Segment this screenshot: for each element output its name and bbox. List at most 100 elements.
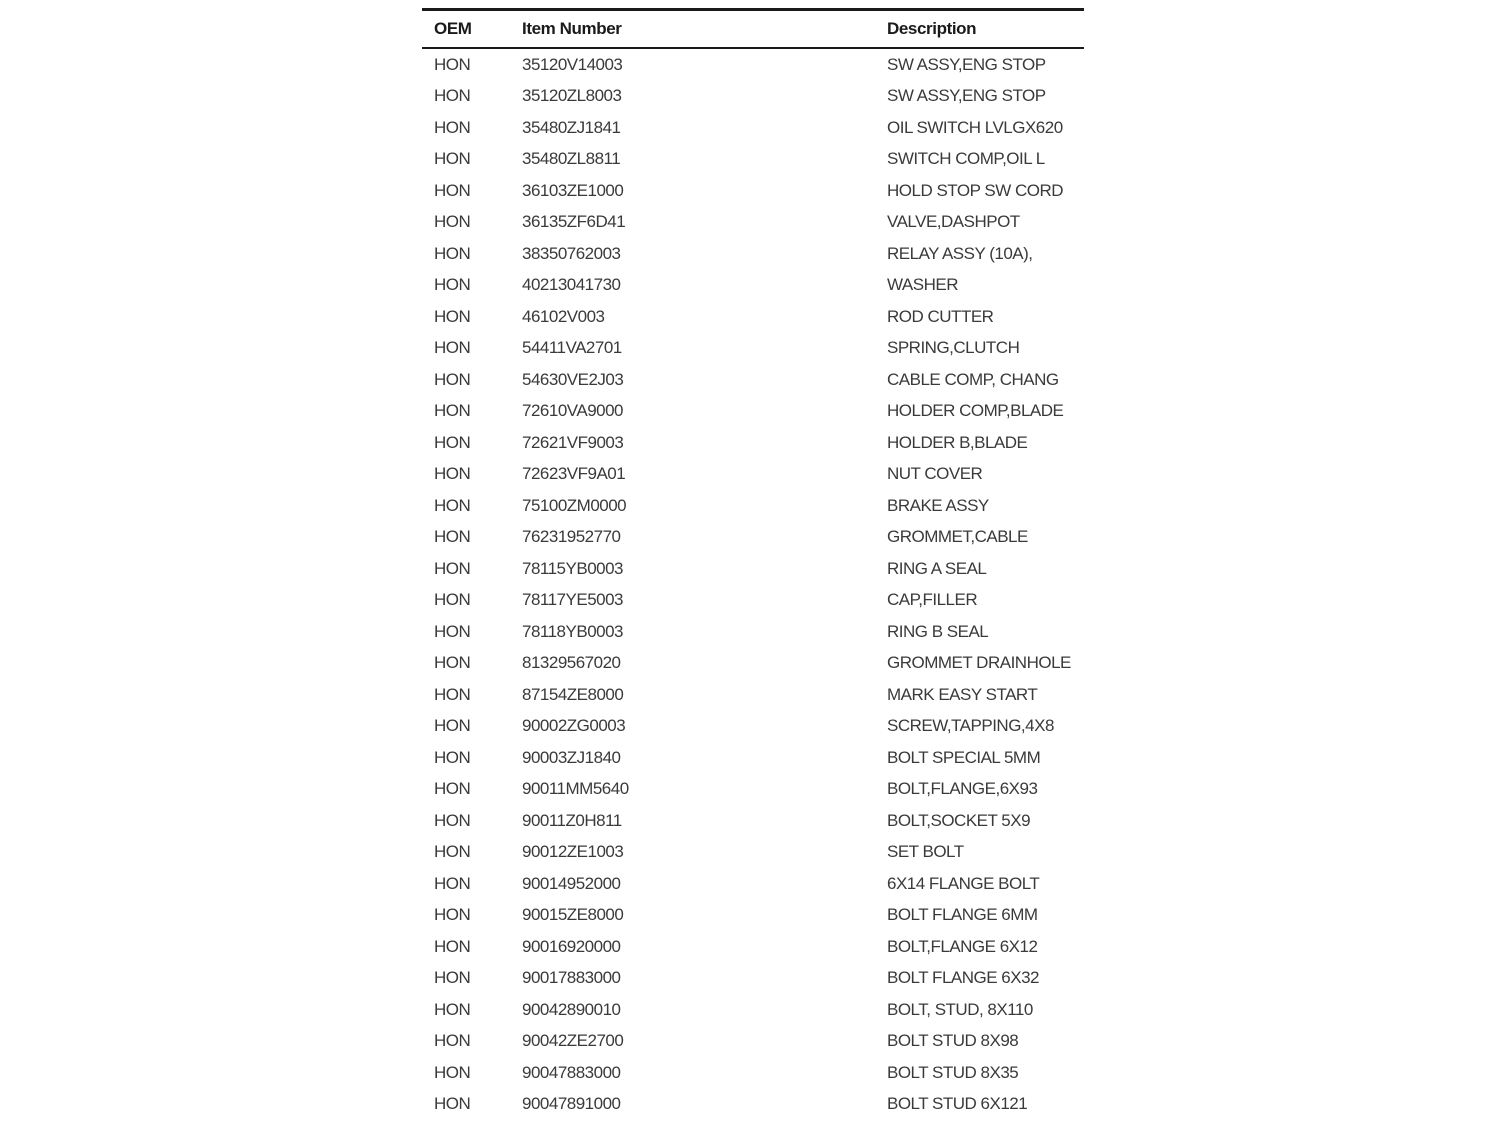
table-row: HON 46102V003 ROD CUTTER — [422, 301, 1084, 333]
table-row: HON 90011Z0H811 BOLT,SOCKET 5X9 — [422, 805, 1084, 837]
description-cell: BOLT SPECIAL 5MM — [887, 747, 1041, 767]
oem-cell: HON — [434, 212, 471, 232]
description-cell: GROMMET,CABLE — [887, 527, 1028, 547]
table-row: HON 38350762003 RELAY ASSY (10A), — [422, 238, 1084, 270]
item-number-cell: 87154ZE8000 — [522, 684, 624, 704]
item-number-cell: 36103ZE1000 — [522, 180, 624, 200]
description-cell: BOLT STUD 8X35 — [887, 1062, 1019, 1082]
header-oem: OEM — [434, 19, 472, 38]
header-item-number: Item Number — [522, 19, 622, 38]
item-number-cell: 35480ZJ1841 — [522, 117, 621, 137]
description-cell: BOLT STUD 8X98 — [887, 1031, 1019, 1051]
description-cell: GROMMET DRAINHOLE — [887, 653, 1071, 673]
oem-cell: HON — [434, 1031, 471, 1051]
table-row: HON 90042ZE2700 BOLT STUD 8X98 — [422, 1026, 1084, 1058]
description-cell: RING A SEAL — [887, 558, 987, 578]
oem-cell: HON — [434, 873, 471, 893]
table-row: HON 35120ZL8003 SW ASSY,ENG STOP — [422, 81, 1084, 113]
description-cell: BOLT,FLANGE,6X93 — [887, 779, 1038, 799]
oem-cell: HON — [434, 968, 471, 988]
oem-cell: HON — [434, 621, 471, 641]
oem-cell: HON — [434, 558, 471, 578]
oem-cell: HON — [434, 86, 471, 106]
item-number-cell: 78117YE5003 — [522, 590, 624, 610]
table-row: HON 90014952000 6X14 FLANGE BOLT — [422, 868, 1084, 900]
table-row: HON 81329567020 GROMMET DRAINHOLE — [422, 648, 1084, 680]
oem-cell: HON — [434, 117, 471, 137]
description-cell: VALVE,DASHPOT — [887, 212, 1020, 232]
item-number-cell: 90016920000 — [522, 936, 621, 956]
description-cell: BOLT,FLANGE 6X12 — [887, 936, 1038, 956]
item-number-cell: 90002ZG0003 — [522, 716, 626, 736]
item-number-cell: 90012ZE1003 — [522, 842, 624, 862]
parts-table: OEM Item Number Description HON 35120V140… — [422, 8, 1084, 1120]
item-number-cell: 90042ZE2700 — [522, 1031, 624, 1051]
description-cell: SCREW,TAPPING,4X8 — [887, 716, 1054, 736]
description-cell: CAP,FILLER — [887, 590, 978, 610]
description-cell: SWITCH COMP,OIL L — [887, 149, 1045, 169]
oem-cell: HON — [434, 936, 471, 956]
table-row: HON 36135ZF6D41 VALVE,DASHPOT — [422, 207, 1084, 239]
table-row: HON 90003ZJ1840 BOLT SPECIAL 5MM — [422, 742, 1084, 774]
item-number-cell: 90015ZE8000 — [522, 905, 624, 925]
oem-cell: HON — [434, 243, 471, 263]
description-cell: MARK EASY START — [887, 684, 1038, 704]
table-row: HON 72621VF9003 HOLDER B,BLADE — [422, 427, 1084, 459]
oem-cell: HON — [434, 306, 471, 326]
table-row: HON 87154ZE8000 MARK EASY START — [422, 679, 1084, 711]
oem-cell: HON — [434, 149, 471, 169]
item-number-cell: 40213041730 — [522, 275, 621, 295]
table-row: HON 78117YE5003 CAP,FILLER — [422, 585, 1084, 617]
item-number-cell: 36135ZF6D41 — [522, 212, 626, 232]
description-cell: OIL SWITCH LVLGX620 — [887, 117, 1063, 137]
table-row: HON 90015ZE8000 BOLT FLANGE 6MM — [422, 900, 1084, 932]
description-cell: BOLT FLANGE 6X32 — [887, 968, 1040, 988]
description-cell: BOLT FLANGE 6MM — [887, 905, 1038, 925]
description-cell: SW ASSY,ENG STOP — [887, 86, 1046, 106]
oem-cell: HON — [434, 999, 471, 1019]
table-row: HON 90042890010 BOLT, STUD, 8X110 — [422, 994, 1084, 1026]
oem-cell: HON — [434, 401, 471, 421]
table-row: HON 72623VF9A01 NUT COVER — [422, 459, 1084, 491]
table-row: HON 35480ZJ1841 OIL SWITCH LVLGX620 — [422, 112, 1084, 144]
item-number-cell: 72621VF9003 — [522, 432, 624, 452]
table-header: OEM Item Number Description — [422, 11, 1084, 47]
table-row: HON 90016920000 BOLT,FLANGE 6X12 — [422, 931, 1084, 963]
table-row: HON 35480ZL8811 SWITCH COMP,OIL L — [422, 144, 1084, 176]
table-row: HON 76231952770 GROMMET,CABLE — [422, 522, 1084, 554]
oem-cell: HON — [434, 653, 471, 673]
oem-cell: HON — [434, 716, 471, 736]
oem-cell: HON — [434, 432, 471, 452]
description-cell: ROD CUTTER — [887, 306, 994, 326]
description-cell: BOLT,SOCKET 5X9 — [887, 810, 1031, 830]
description-cell: WASHER — [887, 275, 959, 295]
item-number-cell: 90017883000 — [522, 968, 621, 988]
oem-cell: HON — [434, 495, 471, 515]
item-number-cell: 90011Z0H811 — [522, 810, 622, 830]
oem-cell: HON — [434, 810, 471, 830]
item-number-cell: 72623VF9A01 — [522, 464, 626, 484]
item-number-cell: 90047883000 — [522, 1062, 621, 1082]
oem-cell: HON — [434, 338, 471, 358]
item-number-cell: 90042890010 — [522, 999, 621, 1019]
oem-cell: HON — [434, 684, 471, 704]
table-row: HON 54630VE2J03 CABLE COMP, CHANG — [422, 364, 1084, 396]
oem-cell: HON — [434, 779, 471, 799]
table-row: HON 90017883000 BOLT FLANGE 6X32 — [422, 963, 1084, 995]
item-number-cell: 90003ZJ1840 — [522, 747, 621, 767]
header-description: Description — [887, 19, 977, 38]
table-row: HON 72610VA9000 HOLDER COMP,BLADE — [422, 396, 1084, 428]
item-number-cell: 46102V003 — [522, 306, 605, 326]
description-cell: BOLT STUD 6X121 — [887, 1094, 1028, 1114]
oem-cell: HON — [434, 527, 471, 547]
item-number-cell: 78118YB0003 — [522, 621, 624, 641]
item-number-cell: 90011MM5640 — [522, 779, 629, 799]
table-row: HON 90002ZG0003 SCREW,TAPPING,4X8 — [422, 711, 1084, 743]
item-number-cell: 90014952000 — [522, 873, 621, 893]
description-cell: RELAY ASSY (10A), — [887, 243, 1033, 263]
oem-cell: HON — [434, 590, 471, 610]
table-row: HON 90047883000 BOLT STUD 8X35 — [422, 1057, 1084, 1089]
table-row: HON 36103ZE1000 HOLD STOP SW CORD — [422, 175, 1084, 207]
description-cell: NUT COVER — [887, 464, 983, 484]
table-body: HON 35120V14003 SW ASSY,ENG STOP HON 35120ZL… — [422, 49, 1084, 1120]
